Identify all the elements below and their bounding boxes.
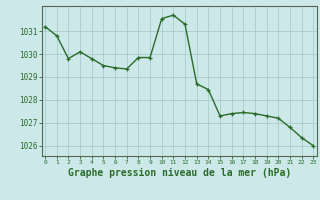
X-axis label: Graphe pression niveau de la mer (hPa): Graphe pression niveau de la mer (hPa) [68, 168, 291, 178]
